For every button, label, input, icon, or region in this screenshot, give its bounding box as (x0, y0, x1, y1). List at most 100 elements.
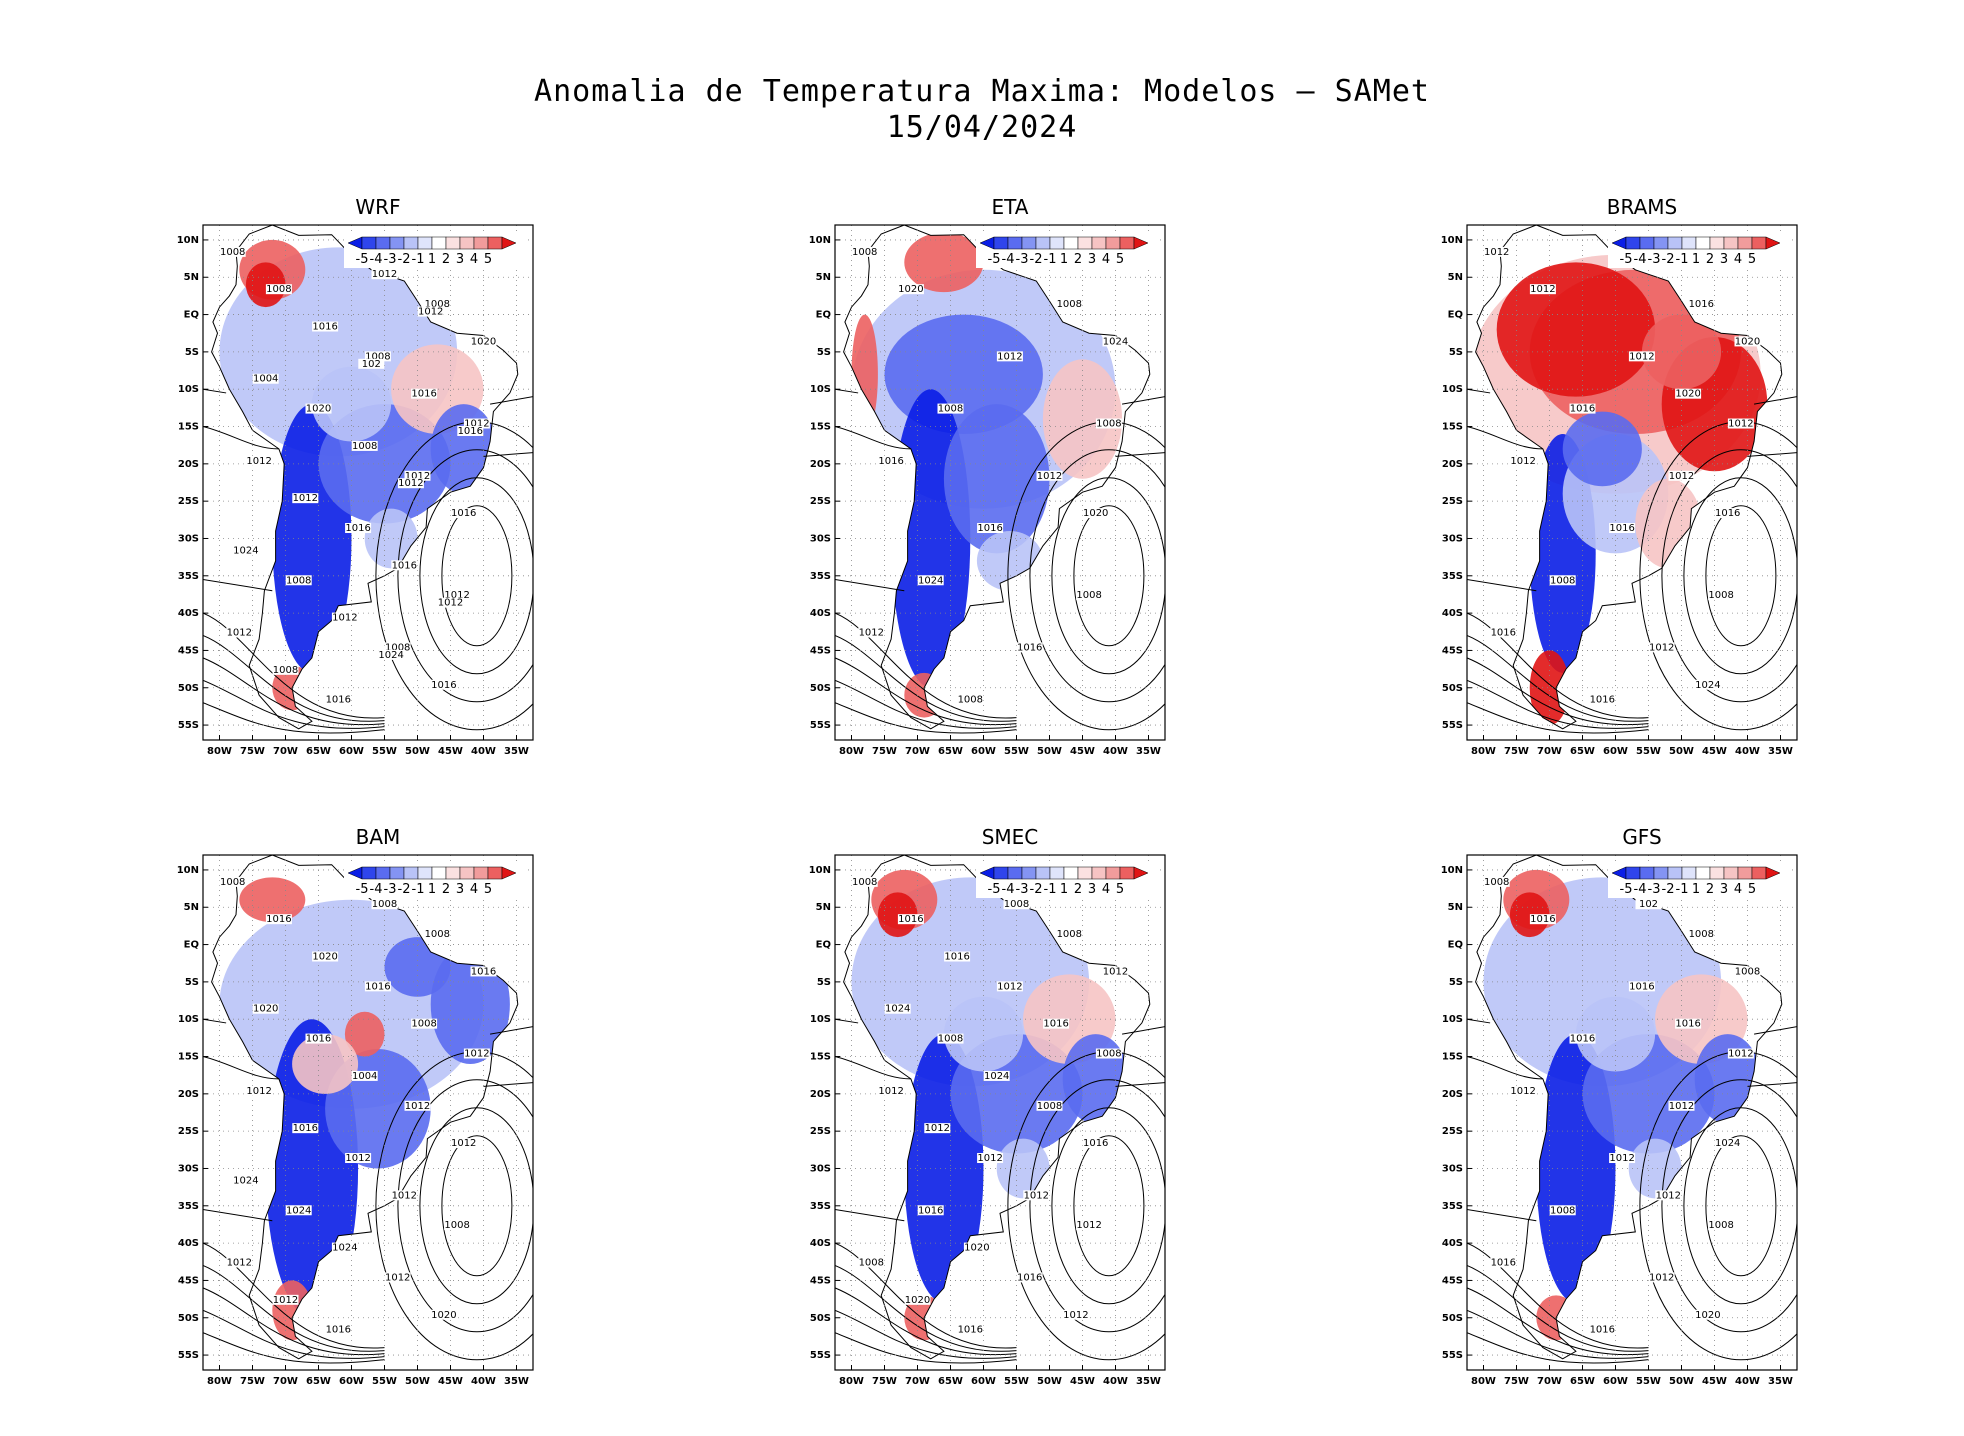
plot-frame (1466, 854, 1798, 1371)
isobar-label: 1008 (1004, 899, 1029, 910)
colorbar-label: -4 (1634, 252, 1647, 267)
isobar-label: 1016 (306, 1034, 331, 1045)
lat-label: EQ (184, 940, 199, 951)
isobar-label: 1024 (918, 575, 943, 586)
colorbar: -5 -4 -3 -2 -1 1 2 3 4 5 (1608, 862, 1788, 898)
lat-label: EQ (184, 310, 199, 321)
isobar-label-bg (1714, 508, 1741, 519)
lon-label: 45W (1702, 1376, 1727, 1387)
colorbar-label: -4 (370, 882, 383, 897)
isobar-label-bg (1510, 455, 1537, 466)
colorbar-label: 4 (470, 252, 478, 267)
lon-label: 55W (372, 746, 397, 757)
lon-label: 60W (971, 746, 996, 757)
colorbar-swatch (501, 236, 517, 250)
isobar-label-bg (858, 627, 885, 638)
lat-label: 20S (1442, 459, 1463, 470)
isobar-label: 1008 (1550, 1205, 1575, 1216)
colorbar-label: 4 (1102, 882, 1110, 897)
plot-frame (1466, 224, 1798, 741)
lon-label: 65W (938, 746, 963, 757)
colorbar-swatch (993, 866, 1009, 880)
isobar (483, 1082, 533, 1087)
isobar (1115, 452, 1165, 457)
lon-label: 45W (438, 746, 463, 757)
lat-label: 55S (1442, 720, 1463, 731)
isobar-label-bg (1609, 523, 1636, 534)
isobar-label: 1024 (332, 1243, 357, 1254)
lat-label: EQ (816, 310, 831, 321)
colorbar-label: 4 (1102, 252, 1110, 267)
lat-label: 50S (810, 683, 831, 694)
colorbar-label: 1 (1060, 882, 1068, 897)
lon-label: 55W (1004, 1376, 1029, 1387)
colorbar-label: 2 (442, 882, 450, 897)
colorbar-swatch (1133, 866, 1149, 880)
colorbar-swatch (1765, 236, 1781, 250)
isobar-label-bg (1036, 1100, 1063, 1111)
isobar-label-bg (470, 966, 497, 977)
colorbar-label: 4 (1734, 252, 1742, 267)
isobar (1073, 1135, 1145, 1277)
colorbar-label: 1 (428, 252, 436, 267)
colorbar-swatch (1119, 236, 1135, 250)
graticule (835, 855, 1165, 1370)
colorbar-label: -3 (384, 252, 397, 267)
anomaly-strong_hot (1496, 262, 1656, 397)
isobar-label: 1012 (1656, 1190, 1681, 1201)
isobar (1467, 1242, 1649, 1349)
lon-label: 45W (1702, 746, 1727, 757)
colorbar-swatch (1049, 866, 1065, 880)
isobar-label: 1008 (1096, 419, 1121, 430)
isobar-label: 1012 (451, 1138, 476, 1149)
colorbar-label: -5 (1620, 882, 1633, 897)
isobar (1467, 1265, 1649, 1352)
lat-label: 5S (817, 347, 831, 358)
isobar-label: 1016 (1689, 299, 1714, 310)
panel-title: ETA (991, 195, 1029, 219)
anomaly-warm (1042, 359, 1123, 479)
isobar-label: 1020 (1695, 1310, 1720, 1321)
panel-title: GFS (1622, 825, 1662, 849)
lat-label: 10S (810, 384, 831, 395)
lat-label: 35S (810, 571, 831, 582)
isobar-label: 1016 (1017, 642, 1042, 653)
lon-label: 60W (971, 1376, 996, 1387)
isobar-label-bg (957, 694, 984, 705)
colorbar-swatch (487, 236, 503, 250)
colorbar-swatch (1063, 866, 1079, 880)
lon-label: 40W (1103, 746, 1128, 757)
map-content: 1012 1012 1008 1016 1012 1012 1012 1016 1016 1016… (1467, 225, 1797, 740)
lon-label: 80W (207, 746, 232, 757)
isobar (1467, 388, 1491, 394)
colorbar: -5 -4 -3 -2 -1 1 2 3 4 5 (976, 232, 1156, 268)
isobar-label-bg (1490, 627, 1517, 638)
lon-label: 55W (1636, 746, 1661, 757)
isobar-label-bg (917, 575, 944, 586)
isobar-label-bg (232, 545, 259, 556)
isobar-label: 1016 (1590, 1325, 1615, 1336)
lat-label: 25S (178, 1126, 199, 1137)
isobar-label: 1016 (1491, 628, 1516, 639)
isobar-label: 1020 (1083, 508, 1108, 519)
isobar-label-bg (226, 1257, 253, 1268)
isobar-label: 1016 (1629, 981, 1654, 992)
isobar-label-bg (265, 914, 292, 925)
isobar-label-bg (430, 1309, 457, 1320)
isobar-label: 1020 (964, 1243, 989, 1254)
isobar-label: 1008 (220, 877, 245, 888)
colorbar-swatch (1653, 866, 1669, 880)
panel-title: BAM (355, 825, 401, 849)
colorbar-swatch (1077, 866, 1093, 880)
isobar-label-bg (937, 1033, 964, 1044)
isobar-label-bg (1688, 929, 1715, 940)
lon-label: 80W (1471, 1376, 1496, 1387)
colorbar-swatch (1021, 866, 1037, 880)
isobar-label: 1016 (471, 966, 496, 977)
isobar-label: 1012 (464, 1049, 489, 1060)
isobar-label-bg (371, 269, 398, 280)
isobar-label: 1012 (1629, 351, 1654, 362)
isobar-label-bg (437, 597, 464, 608)
colorbar-label: -5 (988, 252, 1001, 267)
isobar-label-bg (1714, 1138, 1741, 1149)
